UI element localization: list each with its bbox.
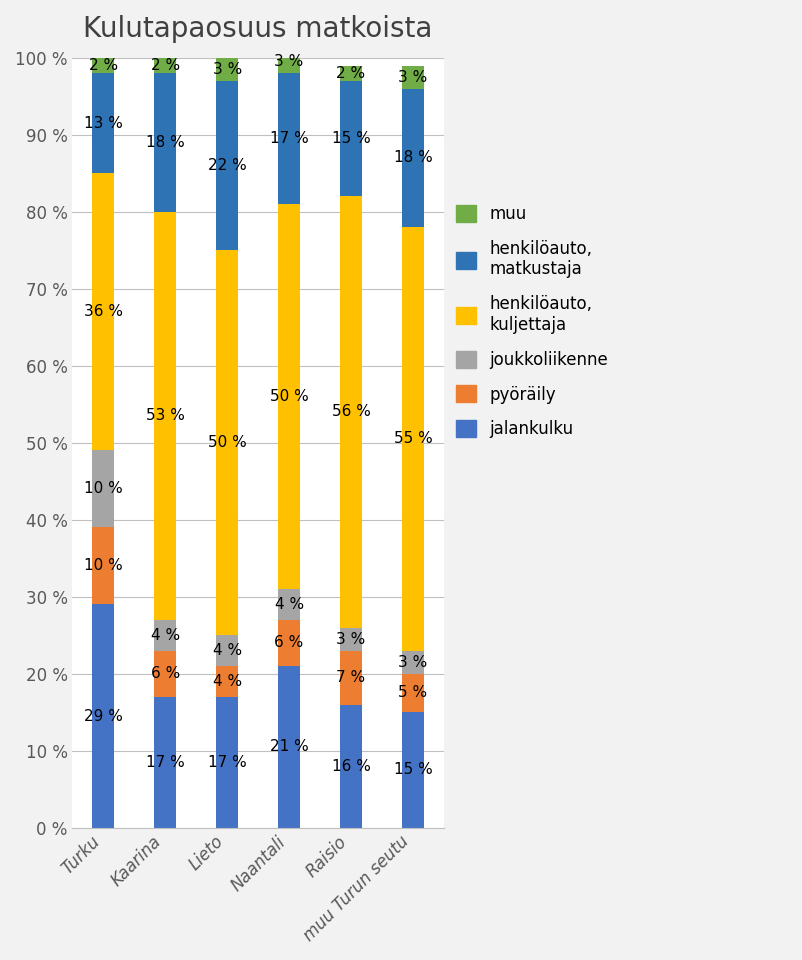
Bar [402, 674, 423, 712]
Text: 16 %: 16 % [331, 758, 371, 774]
Bar [217, 58, 238, 81]
Bar [155, 620, 176, 651]
Text: 17 %: 17 % [146, 755, 184, 770]
Text: 21 %: 21 % [269, 739, 309, 755]
Bar [155, 58, 176, 73]
Text: 4 %: 4 % [213, 674, 241, 689]
Text: 17 %: 17 % [269, 132, 309, 146]
Text: 15 %: 15 % [332, 132, 371, 146]
Text: 22 %: 22 % [208, 158, 246, 173]
Text: 2 %: 2 % [151, 58, 180, 73]
Bar [340, 705, 362, 828]
Bar [155, 651, 176, 697]
Text: 50 %: 50 % [208, 435, 246, 450]
Text: 10 %: 10 % [84, 482, 123, 496]
Text: 3 %: 3 % [399, 655, 427, 670]
Text: 5 %: 5 % [399, 685, 427, 701]
Bar [217, 81, 238, 251]
Text: 6 %: 6 % [274, 636, 304, 651]
Text: 6 %: 6 % [151, 666, 180, 682]
Bar [278, 73, 300, 204]
Text: 2 %: 2 % [337, 65, 366, 81]
Text: 3 %: 3 % [336, 632, 366, 647]
Text: 29 %: 29 % [84, 708, 123, 724]
Bar [340, 81, 362, 197]
Text: 3 %: 3 % [213, 61, 242, 77]
Text: 53 %: 53 % [146, 408, 184, 423]
Bar [402, 228, 423, 651]
Bar [92, 174, 114, 450]
Bar [402, 88, 423, 228]
Text: 4 %: 4 % [213, 643, 241, 659]
Text: 7 %: 7 % [337, 670, 366, 685]
Bar [340, 651, 362, 705]
Bar [92, 527, 114, 605]
Text: 18 %: 18 % [394, 151, 432, 165]
Bar [340, 65, 362, 81]
Bar [340, 628, 362, 651]
Bar [402, 65, 423, 88]
Text: 3 %: 3 % [274, 54, 304, 69]
Text: 50 %: 50 % [269, 389, 309, 404]
Text: 10 %: 10 % [84, 559, 123, 573]
Bar [217, 666, 238, 697]
Bar [155, 212, 176, 620]
Text: 18 %: 18 % [146, 135, 184, 150]
Bar [155, 697, 176, 828]
Text: 4 %: 4 % [151, 628, 180, 643]
Bar [217, 251, 238, 636]
Text: 2 %: 2 % [89, 58, 118, 73]
Text: 17 %: 17 % [208, 755, 246, 770]
Text: 4 %: 4 % [274, 597, 304, 612]
Bar [278, 50, 300, 73]
Text: 3 %: 3 % [399, 69, 427, 84]
Text: 15 %: 15 % [394, 762, 432, 778]
Bar [92, 605, 114, 828]
Legend: muu, henkilöauto,
matkustaja, henkilöauto,
kuljettaja, joukkoliikenne, pyöräily,: muu, henkilöauto, matkustaja, henkilöaut… [456, 204, 608, 439]
Bar [217, 697, 238, 828]
Bar [278, 204, 300, 589]
Text: 13 %: 13 % [84, 116, 123, 131]
Bar [217, 636, 238, 666]
Bar [155, 73, 176, 212]
Bar [402, 651, 423, 674]
Text: 56 %: 56 % [331, 404, 371, 420]
Bar [92, 450, 114, 527]
Bar [92, 58, 114, 73]
Title: Kulutapaosuus matkoista: Kulutapaosuus matkoista [83, 15, 433, 43]
Bar [278, 620, 300, 666]
Bar [278, 589, 300, 620]
Text: 55 %: 55 % [394, 431, 432, 446]
Bar [278, 666, 300, 828]
Bar [92, 73, 114, 174]
Bar [340, 197, 362, 628]
Bar [402, 712, 423, 828]
Text: 36 %: 36 % [84, 304, 123, 320]
